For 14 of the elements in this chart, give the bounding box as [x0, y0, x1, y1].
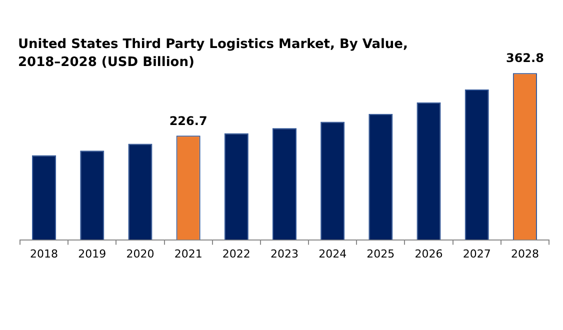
x-tick-label: 2028 — [510, 247, 539, 260]
x-tick-label: 2026 — [414, 247, 443, 260]
data-label: 362.8 — [506, 51, 544, 66]
x-tick-label: 2019 — [78, 247, 106, 260]
x-tick-label: 2023 — [270, 247, 298, 260]
x-tick-label: 2024 — [318, 247, 347, 260]
x-tick-label: 2025 — [366, 247, 395, 260]
x-tick-label: 2020 — [126, 247, 154, 260]
x-tick-label: 2021 — [174, 247, 202, 260]
x-tick-label: 2022 — [222, 247, 250, 260]
data-label: 226.7 — [169, 114, 208, 128]
x-tick-label: 2027 — [462, 247, 491, 260]
chart-title: United States Third Party Logistics Market, By Value, 2018–2028 (USD Billion) — [18, 36, 409, 72]
x-tick-label: 2018 — [30, 247, 58, 260]
